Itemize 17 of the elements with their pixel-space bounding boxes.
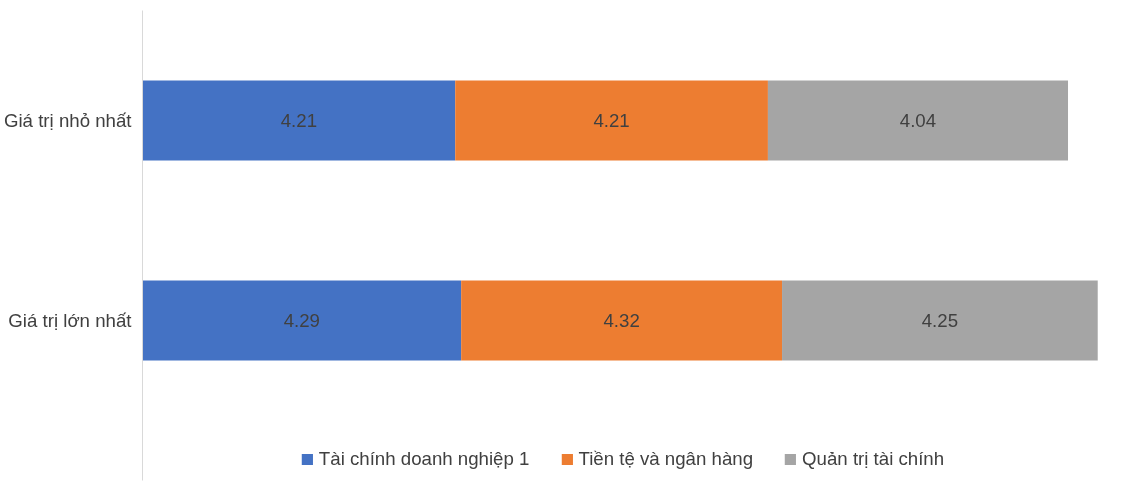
bar: [142, 80, 456, 161]
bar: [461, 280, 783, 361]
data-label: 4.25: [921, 310, 959, 331]
data-label: 4.32: [603, 310, 640, 331]
legend-label: Quản trị tài chính: [802, 448, 945, 470]
data-label: 4.04: [899, 110, 937, 131]
data-label: 4.21: [280, 110, 318, 131]
legend-label: Tiền tệ và ngân hàng: [578, 448, 754, 470]
y-tick-label: Giá trị lớn nhất: [8, 310, 133, 331]
bar: [455, 80, 768, 161]
data-label: 4.29: [283, 310, 320, 331]
data-label: 4.21: [593, 110, 630, 131]
bar: [767, 80, 1069, 161]
bar: [142, 280, 462, 361]
bar: [782, 280, 1098, 361]
legend-label: Tài chính doanh nghiệp 1: [318, 448, 530, 470]
y-tick-label: Giá trị nhỏ nhất: [3, 110, 133, 131]
